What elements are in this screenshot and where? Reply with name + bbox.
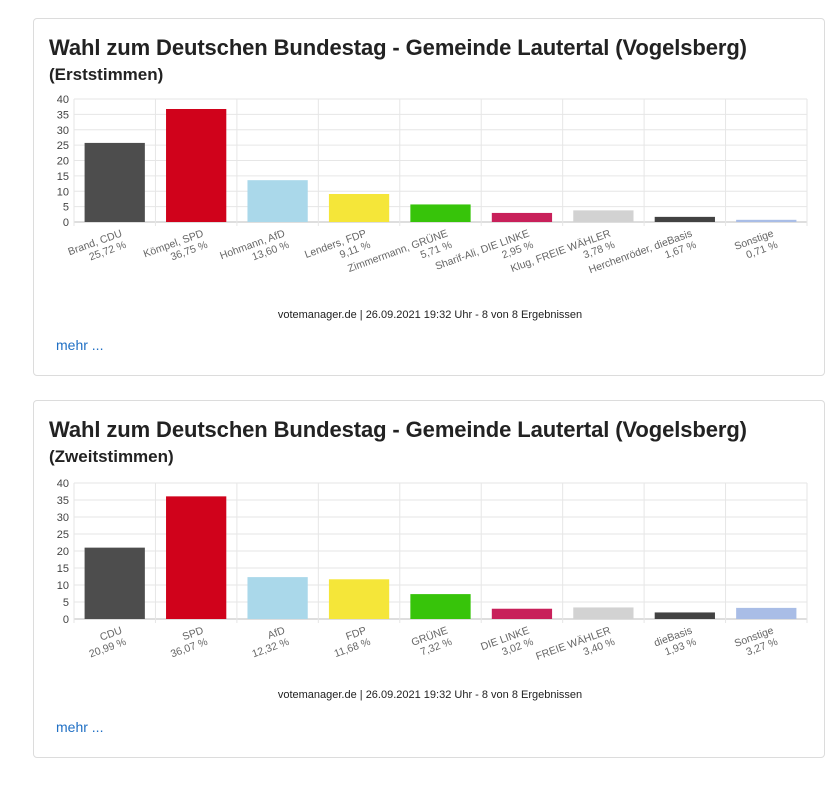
y-tick-label: 20 xyxy=(57,156,69,168)
y-tick-label: 10 xyxy=(57,186,69,198)
y-tick-label: 40 xyxy=(57,478,69,490)
chart-title: Wahl zum Deutschen Bundestag - Gemeinde … xyxy=(49,35,747,60)
more-link[interactable]: mehr ... xyxy=(56,719,104,735)
chart-subtitle: (Erststimmen) xyxy=(49,65,164,84)
y-tick-label: 5 xyxy=(63,202,69,214)
more-link[interactable]: mehr ... xyxy=(56,337,104,353)
zweitstimmen-card: Wahl zum Deutschen Bundestag - Gemeinde … xyxy=(33,400,825,758)
bar xyxy=(736,607,797,619)
bar xyxy=(247,577,308,619)
y-tick-label: 25 xyxy=(57,140,69,152)
category-label: AfD xyxy=(266,624,287,641)
bar xyxy=(654,216,715,222)
y-tick-label: 30 xyxy=(57,512,69,524)
y-tick-label: 15 xyxy=(57,563,69,575)
chart-subtitle: (Zweitstimmen) xyxy=(49,447,174,466)
y-tick-label: 0 xyxy=(63,217,69,229)
y-tick-label: 40 xyxy=(57,94,69,106)
bar xyxy=(328,193,390,222)
bar xyxy=(84,142,145,222)
y-tick-label: 30 xyxy=(57,125,69,137)
bar xyxy=(736,219,797,222)
bar xyxy=(328,579,390,619)
bar xyxy=(573,607,634,619)
erststimmen-card: Wahl zum Deutschen Bundestag - Gemeinde … xyxy=(33,18,825,376)
bar xyxy=(573,210,634,222)
y-tick-label: 5 xyxy=(63,597,69,609)
bar xyxy=(84,547,145,619)
y-tick-label: 20 xyxy=(57,546,69,558)
chart-footer: votemanager.de | 26.09.2021 19:32 Uhr - … xyxy=(277,689,583,701)
y-tick-label: 35 xyxy=(57,495,69,507)
chart-title: Wahl zum Deutschen Bundestag - Gemeinde … xyxy=(49,417,747,442)
y-tick-label: 15 xyxy=(57,171,69,183)
y-tick-label: 10 xyxy=(57,580,69,592)
y-tick-label: 25 xyxy=(57,529,69,541)
bar xyxy=(166,108,227,222)
bar xyxy=(654,612,715,619)
bar xyxy=(247,180,308,222)
bar xyxy=(491,212,553,222)
bar xyxy=(410,204,471,222)
bar xyxy=(410,594,471,619)
bar xyxy=(166,496,227,619)
y-tick-label: 0 xyxy=(63,614,69,626)
y-tick-label: 35 xyxy=(57,109,69,121)
bar xyxy=(491,608,553,619)
chart-footer: votemanager.de | 26.09.2021 19:32 Uhr - … xyxy=(277,309,583,321)
